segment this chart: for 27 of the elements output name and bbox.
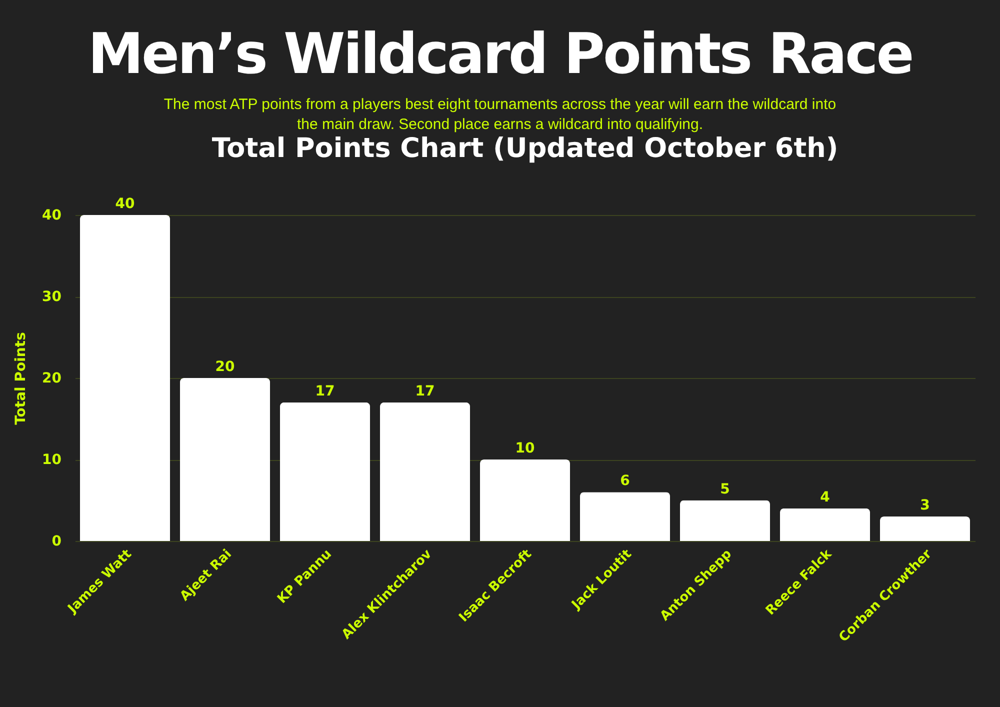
bar	[880, 516, 970, 541]
bar	[280, 402, 370, 541]
data-label: 3	[920, 498, 930, 514]
y-tick-label: 20	[42, 370, 62, 386]
data-label: 20	[215, 359, 235, 375]
data-label: 5	[720, 481, 730, 498]
text: Total Points Chart (Updated October 6th)	[212, 133, 838, 164]
data-label: 10	[515, 440, 535, 456]
data-label: 4	[820, 489, 830, 506]
bar	[780, 508, 870, 541]
data-label: 17	[415, 383, 435, 400]
bar	[680, 500, 770, 541]
chart-subtitle: The most ATP points from a players best eight tournaments across the year will earn the wildcard into the main draw. Second place earns a wildcard into qualifying.	[162, 95, 838, 135]
bar	[480, 460, 570, 541]
data-label: 40	[115, 196, 135, 212]
y-tick-label: 30	[42, 289, 62, 305]
y-tick-label: 10	[42, 452, 62, 468]
bar	[380, 402, 470, 541]
bar	[80, 215, 170, 541]
data-label: 6	[620, 473, 630, 490]
y-tick-label: 0	[52, 534, 62, 550]
chart-title: Men’s Wildcard Points Race	[86, 22, 914, 87]
y-axis-title: Total Points	[13, 332, 30, 425]
bar	[180, 378, 270, 541]
data-label: 17	[315, 383, 335, 400]
bar	[580, 492, 670, 541]
y-tick-label: 40	[42, 208, 62, 224]
